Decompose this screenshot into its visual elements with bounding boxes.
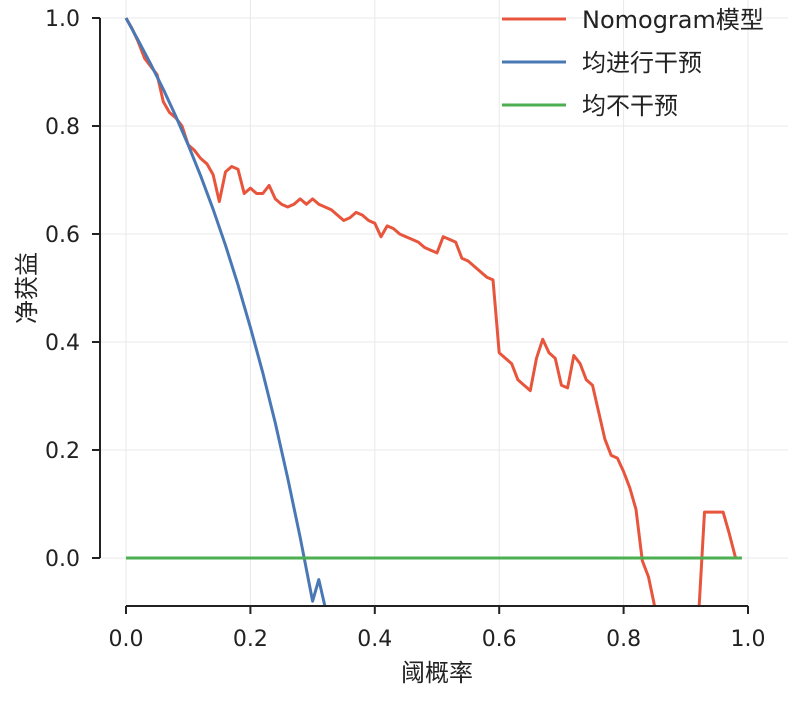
y-tick-label: 0.0 [45, 547, 80, 572]
x-tick-label: 0.6 [482, 627, 517, 652]
y-tick-label: 1.0 [45, 7, 80, 32]
y-axis-label: 净获益 [13, 252, 41, 324]
series-line-1 [124, 17, 327, 606]
x-tick-label: 0.0 [109, 627, 144, 652]
x-tick-label: 1.0 [731, 627, 766, 652]
grid-lines [100, 0, 788, 606]
x-tick-label: 0.4 [357, 627, 392, 652]
y-tick-label: 0.4 [45, 331, 80, 356]
y-tick-label: 0.2 [45, 439, 80, 464]
x-axis-label: 阈概率 [401, 659, 473, 687]
y-tick-label: 0.6 [45, 223, 80, 248]
axes [99, 18, 748, 607]
x-tick-label: 0.8 [606, 627, 641, 652]
y-ticks: 0.0 0.2 0.4 0.6 0.8 1.0 [45, 7, 100, 572]
legend-label-2: 均不干预 [582, 92, 678, 120]
x-ticks: 0.0 0.2 0.4 0.6 0.8 1.0 [109, 606, 766, 652]
x-tick-label: 0.2 [233, 627, 268, 652]
legend-label-0: Nomogram模型 [582, 6, 764, 34]
series-lines [124, 17, 742, 606]
legend-label-1: 均进行干预 [582, 49, 702, 77]
series-line-0 [124, 17, 742, 606]
y-tick-label: 0.8 [45, 115, 80, 140]
